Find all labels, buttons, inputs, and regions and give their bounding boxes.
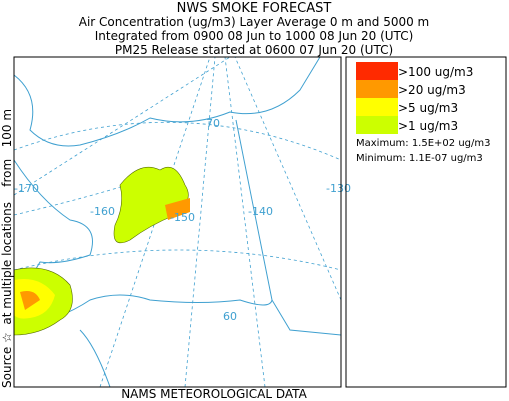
- grid-line: [184, 57, 216, 387]
- legend-swatch: [356, 98, 398, 116]
- legend-label: >5 ug/m3: [398, 101, 458, 115]
- legend-swatch: [356, 62, 398, 80]
- grid-label: 60: [223, 310, 237, 323]
- legend-label: >1 ug/m3: [398, 119, 458, 133]
- grid-label: -130: [326, 182, 351, 195]
- grid-labels: 70 -170 -160 -150 -140 -130 60: [14, 117, 351, 323]
- legend-label: >20 ug/m3: [398, 83, 466, 97]
- smoke-plume: [20, 291, 40, 310]
- legend: Maximum: 1.5E+02 ug/m3 Minimum: 1.1E-07 …: [345, 56, 507, 388]
- grid-label: 70: [206, 117, 220, 130]
- map-frame: [13, 56, 342, 388]
- subtitle: Air Concentration (ug/m3) Layer Average …: [79, 15, 430, 29]
- title: NWS SMOKE FORECAST: [177, 1, 332, 16]
- grid-label: -160: [90, 205, 115, 218]
- coastline: [14, 57, 341, 387]
- legend-swatch: [356, 80, 398, 98]
- legend-frame: [345, 56, 507, 388]
- legend-min: Minimum: 1.1E-07 ug/m3: [356, 153, 483, 164]
- legend-max: Maximum: 1.5E+02 ug/m3: [356, 138, 490, 149]
- subtitle: PM25 Release started at 0600 07 Jun 20 (…: [115, 43, 393, 57]
- grid-line: [234, 57, 341, 301]
- grid-label: -140: [248, 205, 273, 218]
- legend-label: >100 ug/m3: [398, 65, 473, 79]
- side-label: Source ☆ at multiple locations from 100 …: [0, 109, 14, 388]
- legend-swatch: [356, 116, 398, 134]
- smoke-plume: [165, 198, 190, 220]
- subtitle: Integrated from 0900 08 Jun to 1000 08 J…: [95, 29, 414, 43]
- grid-line: [14, 249, 341, 271]
- footer: NAMS METEOROLOGICAL DATA: [121, 387, 307, 401]
- map: [14, 57, 341, 387]
- grid-line: [14, 121, 341, 161]
- grid-label: -150: [170, 211, 195, 224]
- grid-line: [99, 57, 211, 387]
- grid-label: -170: [14, 182, 39, 195]
- grid-line: [14, 169, 171, 216]
- grid-line: [14, 57, 231, 196]
- grid-line: [224, 57, 266, 387]
